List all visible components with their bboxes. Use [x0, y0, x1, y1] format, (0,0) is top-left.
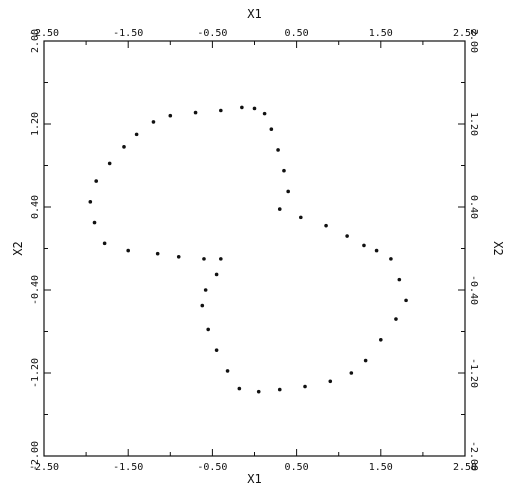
- y-tick-label-right: 2.00: [468, 29, 479, 53]
- data-point: [203, 288, 208, 292]
- x-tick-label-top: 1.50: [369, 28, 393, 39]
- data-point: [155, 251, 160, 256]
- data-point: [252, 106, 257, 111]
- data-point: [299, 215, 303, 220]
- data-point: [176, 254, 181, 259]
- y-tick-label-left: 2.00: [30, 29, 41, 53]
- x-ticks-top: -2.50 -1.50 -0.50 0.50 1.50 2.50: [29, 28, 477, 48]
- y-tick-label-left: -2.00: [30, 441, 41, 471]
- data-point: [286, 189, 290, 194]
- x-tick-label-bottom: -2.50: [29, 462, 59, 473]
- data-point: [324, 223, 328, 228]
- data-point: [168, 113, 173, 118]
- data-point: [214, 348, 219, 352]
- data-point: [214, 272, 219, 277]
- data-point: [276, 148, 280, 152]
- data-point: [269, 127, 274, 131]
- data-point: [88, 200, 93, 204]
- data-point: [277, 207, 282, 211]
- y-tick-label-right: 0.40: [468, 195, 479, 219]
- data-point: [107, 161, 112, 166]
- x-tick-label-bottom: 1.50: [369, 462, 393, 473]
- data-point: [237, 386, 242, 391]
- x-tick-label-top: 2.50: [453, 28, 477, 39]
- data-point: [102, 241, 107, 246]
- y-axis-title-right: X2: [491, 241, 505, 255]
- data-point: [389, 257, 393, 261]
- data-point: [397, 277, 402, 282]
- x-ticks-bottom: -2.50 -1.50 -0.50 0.50 1.50 2.50: [29, 449, 477, 473]
- data-point: [200, 303, 205, 308]
- data-point: [277, 387, 282, 392]
- data-point: [379, 338, 383, 342]
- y-ticks-right: -2.00 -1.20 -0.40 0.40 1.20 2.00: [458, 29, 479, 471]
- y-tick-label-left: -0.40: [30, 275, 41, 305]
- x-axis-title-bottom: X1: [247, 472, 261, 486]
- y-tick-label-right: 1.20: [468, 112, 479, 136]
- data-point: [219, 257, 223, 261]
- data-point: [134, 132, 139, 137]
- data-point: [256, 389, 261, 394]
- data-point: [126, 248, 130, 253]
- data-point: [328, 379, 333, 384]
- y-tick-label-left: 1.20: [30, 112, 41, 136]
- y-tick-label-right: -2.00: [468, 441, 479, 471]
- data-point: [404, 298, 408, 303]
- x-tick-label-bottom: -0.50: [197, 462, 227, 473]
- data-point: [94, 179, 99, 183]
- data-point: [240, 105, 244, 110]
- data-point: [225, 369, 230, 373]
- x-tick-label-top: -1.50: [113, 28, 143, 39]
- data-points: [88, 105, 408, 394]
- x-tick-label-bottom: 2.50: [453, 462, 477, 473]
- data-point: [262, 111, 267, 116]
- x-tick-label-top: -2.50: [29, 28, 59, 39]
- data-point: [151, 120, 156, 124]
- data-point: [374, 248, 379, 253]
- y-tick-label-left: 0.40: [30, 195, 41, 219]
- x-tick-label-top: -0.50: [197, 28, 227, 39]
- x-tick-label-bottom: -1.50: [113, 462, 143, 473]
- y-ticks-left: -2.00 -1.20 -0.40 0.40 1.20 2.00: [30, 29, 51, 471]
- data-point: [303, 384, 307, 389]
- data-point: [345, 234, 349, 238]
- plot-frame: [43, 40, 466, 457]
- data-point: [193, 110, 198, 115]
- y-tick-label-right: -0.40: [468, 275, 479, 305]
- y-tick-label-right: -1.20: [468, 358, 479, 388]
- data-point: [202, 257, 206, 261]
- data-point: [362, 243, 366, 248]
- data-point: [282, 168, 286, 173]
- x-tick-label-top: 0.50: [285, 28, 309, 39]
- data-point: [206, 327, 210, 332]
- data-point: [394, 317, 398, 321]
- data-point: [92, 220, 97, 225]
- y-tick-label-left: -1.20: [30, 358, 41, 388]
- data-point: [363, 358, 368, 363]
- y-axis-title-left: X2: [11, 241, 25, 255]
- x-tick-label-bottom: 0.50: [285, 462, 309, 473]
- data-point: [122, 145, 126, 149]
- x-axis-title-top: X1: [247, 7, 261, 21]
- data-point: [349, 371, 354, 375]
- data-point: [219, 108, 223, 113]
